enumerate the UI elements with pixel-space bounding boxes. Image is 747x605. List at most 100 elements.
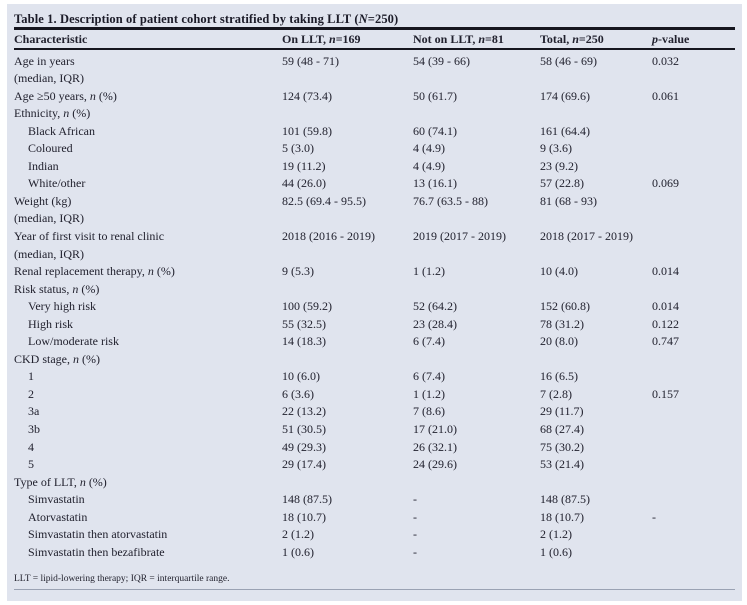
characteristic-cell: Simvastatin then atorvastatin — [28, 527, 168, 542]
p-value-cell — [652, 281, 735, 299]
characteristic-cell: Very high risk — [28, 299, 96, 314]
characteristic-cell: 5 — [28, 457, 34, 472]
p-value-cell — [652, 368, 735, 386]
characteristic-cell: White/other — [28, 176, 86, 191]
total-cell: 57 (22.8) — [540, 176, 584, 191]
title-rule — [14, 27, 735, 30]
characteristic-cell: Renal replacement therapy, n (%) — [14, 264, 175, 279]
characteristic-cell: 3b — [28, 421, 40, 436]
not-on-llt-cell: - — [413, 492, 417, 507]
total-cell: 18 (10.7) — [540, 509, 584, 524]
column-header-p-value: p-value — [652, 29, 735, 50]
not-on-llt-cell: 24 (29.6) — [413, 457, 457, 472]
p-value-cell: 0.061 — [652, 88, 679, 103]
not-on-llt-cell: 6 (7.4) — [413, 334, 445, 349]
characteristic-line2: (median, IQR) — [14, 71, 84, 86]
table-panel: Table 1. Description of patient cohort s… — [7, 4, 742, 601]
not-on-llt-cell: - — [413, 509, 417, 524]
on-llt-cell: 148 (87.5) — [282, 492, 332, 507]
not-on-llt-cell: 76.7 (63.5 - 88) — [413, 193, 488, 208]
total-cell: 81 (68 - 93) — [540, 193, 597, 208]
table-row: Age in years (median, IQR) 59 (48 - 71) 54 … — [14, 49, 735, 88]
table-row: 3b 51 (30.5) 17 (21.0) 68 (27.4) — [14, 421, 735, 439]
table-row: Type of LLT, n (%) — [14, 474, 735, 492]
not-on-llt-cell — [413, 281, 540, 299]
total-cell: 7 (2.8) — [540, 386, 572, 401]
characteristic-cell: Indian — [28, 158, 59, 173]
characteristic-cell: High risk — [28, 316, 73, 331]
table-row: Risk status, n (%) — [14, 281, 735, 299]
characteristic-line2: (median, IQR) — [14, 211, 84, 226]
not-on-llt-cell — [413, 474, 540, 492]
on-llt-cell: 29 (17.4) — [282, 457, 326, 472]
not-on-llt-cell: 7 (8.6) — [413, 404, 445, 419]
column-header-not-on-llt: Not on LLT, n=81 — [413, 29, 540, 50]
total-cell: 53 (21.4) — [540, 457, 584, 472]
characteristic-cell: 1 — [28, 369, 34, 384]
characteristic-cell: Weight (kg) (median, IQR) — [14, 193, 282, 228]
not-on-llt-cell: 4 (4.9) — [413, 158, 445, 173]
header-row: Characteristic On LLT, n=169 Not on LLT, n… — [14, 29, 735, 50]
table-row: Black African 101 (59.8) 60 (74.1) 161 (64.… — [14, 123, 735, 141]
on-llt-cell: 49 (29.3) — [282, 439, 326, 454]
total-cell: 58 (46 - 69) — [540, 53, 597, 68]
characteristic-cell: 4 — [28, 439, 34, 454]
total-cell: 152 (60.8) — [540, 299, 590, 314]
on-llt-cell: 5 (3.0) — [282, 141, 314, 156]
on-llt-cell: 82.5 (69.4 - 95.5) — [282, 193, 366, 208]
on-llt-cell: 22 (13.2) — [282, 404, 326, 419]
p-value-cell — [652, 351, 735, 369]
total-cell: 2 (1.2) — [540, 527, 572, 542]
on-llt-cell: 9 (5.3) — [282, 264, 314, 279]
table-row: Very high risk 100 (59.2) 52 (64.2) 152 (60… — [14, 298, 735, 316]
table-row: Indian 19 (11.2) 4 (4.9) 23 (9.2) — [14, 158, 735, 176]
table-row: Ethnicity, n (%) — [14, 105, 735, 123]
on-llt-cell: 55 (32.5) — [282, 316, 326, 331]
not-on-llt-cell: 4 (4.9) — [413, 141, 445, 156]
table-row: Renal replacement therapy, n (%) 9 (5.3) 1… — [14, 263, 735, 281]
total-cell: 9 (3.6) — [540, 141, 572, 156]
p-value-cell: - — [652, 509, 656, 524]
table-title: Table 1. Description of patient cohort s… — [14, 12, 399, 26]
characteristic-cell: Simvastatin — [28, 492, 85, 507]
p-value-cell — [652, 491, 735, 509]
total-cell — [540, 474, 652, 492]
table-row: Simvastatin 148 (87.5) - 148 (87.5) — [14, 491, 735, 509]
characteristic-cell: Ethnicity, n (%) — [14, 106, 91, 121]
not-on-llt-cell: 54 (39 - 66) — [413, 53, 470, 68]
not-on-llt-cell: 60 (74.1) — [413, 123, 457, 138]
column-header-total: Total, n=250 — [540, 29, 652, 50]
not-on-llt-cell: 50 (61.7) — [413, 88, 457, 103]
total-cell: 20 (8.0) — [540, 334, 578, 349]
table-row: Coloured 5 (3.0) 4 (4.9) 9 (3.6) — [14, 140, 735, 158]
total-cell: 174 (69.6) — [540, 88, 590, 103]
on-llt-cell: 19 (11.2) — [282, 158, 326, 173]
p-value-cell — [652, 123, 735, 141]
not-on-llt-cell: 23 (28.4) — [413, 316, 457, 331]
p-value-cell: 0.122 — [652, 316, 679, 331]
p-value-cell — [652, 105, 735, 123]
characteristic-cell: Year of first visit to renal clinic (medi… — [14, 228, 282, 263]
on-llt-cell: 2 (1.2) — [282, 527, 314, 542]
characteristic-cell: Simvastatin then bezafibrate — [28, 544, 165, 559]
on-llt-cell: 14 (18.3) — [282, 334, 326, 349]
not-on-llt-cell: 1 (1.2) — [413, 264, 445, 279]
characteristic-cell: Coloured — [28, 141, 73, 156]
total-cell — [540, 281, 652, 299]
on-llt-cell — [282, 474, 413, 492]
characteristic-cell: Low/moderate risk — [28, 334, 119, 349]
cohort-table: Characteristic On LLT, n=169 Not on LLT, n… — [14, 29, 735, 562]
characteristic-cell: Risk status, n (%) — [14, 281, 100, 296]
not-on-llt-cell — [413, 105, 540, 123]
characteristic-cell: 3a — [28, 404, 40, 419]
not-on-llt-cell: 26 (32.1) — [413, 439, 457, 454]
p-value-cell — [652, 421, 735, 439]
p-value-cell — [652, 456, 735, 474]
on-llt-cell: 59 (48 - 71) — [282, 53, 339, 68]
table-row: White/other 44 (26.0) 13 (16.1) 57 (22.8) 0.… — [14, 175, 735, 193]
p-value-cell — [652, 193, 735, 228]
not-on-llt-cell: 52 (64.2) — [413, 299, 457, 314]
on-llt-cell: 1 (0.6) — [282, 544, 314, 559]
table-row: Weight (kg) (median, IQR) 82.5 (69.4 - 95.… — [14, 193, 735, 228]
